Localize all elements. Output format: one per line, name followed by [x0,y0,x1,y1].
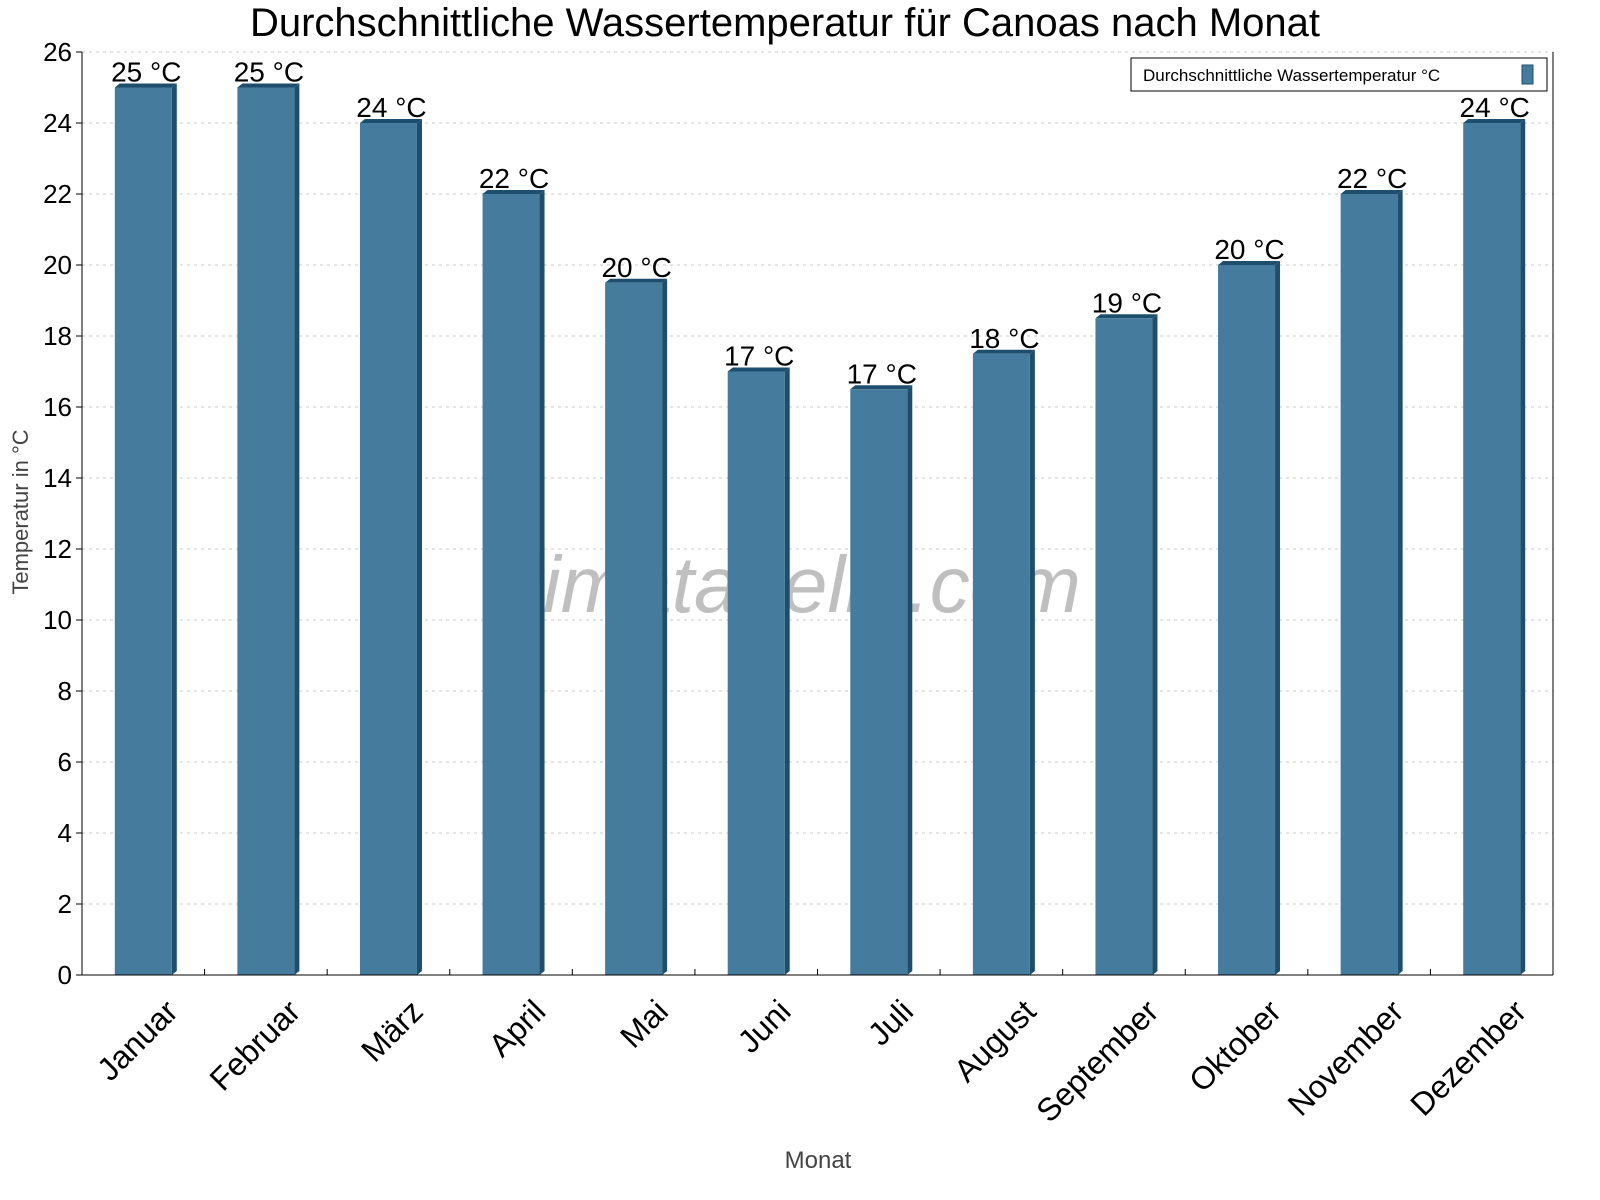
bar-side [1275,261,1281,975]
y-tick-label: 0 [58,960,72,990]
bar-side [1520,119,1526,975]
bar-side [171,83,177,975]
y-tick-label: 14 [43,463,72,493]
data-label: 20 °C [601,252,671,283]
legend-label: Durchschnittliche Wassertemperatur °C [1143,66,1440,85]
bar-side [1397,190,1403,975]
data-label: 24 °C [1460,92,1530,123]
bar-top [1340,190,1403,194]
bar-top [359,119,422,123]
x-tick-label: September [1029,993,1165,1129]
x-tick-label: Juni [731,993,798,1060]
bar [850,389,908,975]
bar [482,194,540,975]
x-tick-label: November [1281,993,1411,1123]
y-tick-label: 26 [43,37,72,67]
x-tick-label: August [947,993,1043,1089]
bar-top [605,278,668,283]
y-tick-label: 6 [58,747,72,777]
x-tick-label: Mai [613,993,675,1055]
data-label: 25 °C [111,57,181,88]
bar-top [114,83,177,88]
y-tick-label: 18 [43,321,72,351]
data-label: 22 °C [479,163,549,194]
bar-side [907,385,913,975]
y-axis-label: Temperatur in °C [8,429,33,594]
bar [1095,318,1153,975]
bar-side [662,278,668,975]
x-tick-label: Juli [861,993,920,1052]
chart-title: Durchschnittliche Wassertemperatur für C… [250,1,1320,45]
y-tick-label: 24 [43,108,72,138]
bar-top [237,83,300,88]
bar-top [1463,119,1526,123]
x-tick-label: März [354,993,430,1069]
x-tick-label: Februar [203,993,308,1098]
y-tick-label: 12 [43,534,72,564]
x-tick-label: Oktober [1182,993,1288,1099]
x-tick-label: Dezember [1403,993,1533,1123]
bar-side [1152,314,1158,975]
data-label: 25 °C [234,57,304,88]
data-label: 24 °C [356,92,426,123]
data-label: 17 °C [847,358,917,389]
bar [359,123,417,975]
data-label: 18 °C [969,323,1039,354]
legend: Durchschnittliche Wassertemperatur °C [1130,57,1548,92]
bar-top [482,190,545,194]
data-label: 19 °C [1092,287,1162,318]
bar-side [539,190,545,975]
y-tick-label: 2 [58,889,72,919]
x-tick-label: April [482,993,553,1064]
x-axis-label: Monat [785,1147,852,1174]
bars: 25 °C 25 °C 24 °C 22 °C 20 °C 17 °C 17 °C 18 °C… [111,57,1530,975]
bar [237,87,295,975]
bar-side [416,119,422,975]
y-tick-label: 16 [43,392,72,422]
y-tick-label: 8 [58,676,72,706]
bar-top [1218,261,1281,265]
bar-top [850,385,913,390]
data-label: 17 °C [724,341,794,372]
grid-lines [82,51,1553,905]
bar-top [972,349,1035,354]
bar-top [727,367,790,372]
bar [1463,123,1521,975]
bar-side [294,83,300,975]
bar [1340,194,1398,975]
bar [605,282,663,975]
y-tick-label: 20 [43,250,72,280]
data-label: 22 °C [1337,163,1407,194]
y-tick-label: 4 [58,818,72,848]
bar [1218,265,1276,975]
bar-side [1029,349,1035,975]
x-tick-label: Januar [90,993,185,1088]
bar [972,353,1030,975]
bar-side [784,367,790,975]
bar [114,87,172,975]
y-tick-label: 22 [43,179,72,209]
y-tick-label: 10 [43,605,72,635]
data-label: 20 °C [1214,234,1284,265]
legend-swatch [1521,64,1534,85]
bar [727,371,785,975]
bar-top [1095,314,1158,319]
